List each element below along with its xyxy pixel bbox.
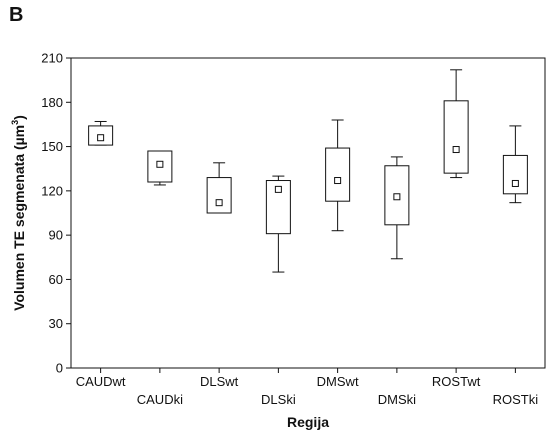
mean-marker (452, 146, 460, 154)
y-axis-label-tail: ) (11, 115, 27, 120)
mean-marker (97, 134, 105, 142)
box-DLSwt (206, 162, 232, 214)
box-body (502, 154, 528, 195)
y-axis-label: Volumen TE segmenata (µm3) (10, 115, 27, 311)
y-tick-label: 150 (41, 139, 63, 154)
plot-frame (70, 57, 546, 369)
mean-marker (215, 199, 223, 207)
x-tick-label: ROSTki (493, 392, 539, 407)
y-tick-label: 90 (49, 228, 63, 243)
axes: 0 30 60 90 120 150 180 210 CAUDwt CAUDki DLSwt DLSk… (41, 51, 546, 407)
box-ROSTki (502, 125, 528, 204)
y-tick-label: 180 (41, 95, 63, 110)
x-tick-label: DLSki (261, 392, 296, 407)
x-tick-label: CAUDwt (76, 374, 126, 389)
mean-marker (156, 160, 164, 168)
box-body (325, 147, 351, 202)
x-tick-label: CAUDki (137, 392, 183, 407)
box-DLSki (265, 175, 291, 273)
boxes (88, 69, 528, 273)
labels: Regija Volumen TE segmenata (µm3) (10, 115, 329, 430)
x-tick-label: DLSwt (200, 374, 239, 389)
mean-marker (511, 179, 519, 187)
x-axis-label: Regija (287, 414, 329, 430)
box-body (443, 100, 469, 174)
mean-marker (334, 177, 342, 185)
box-DMSki (384, 156, 410, 260)
mean-marker (393, 193, 401, 201)
y-axis-label-text: Volumen TE segmenata (µm (11, 125, 27, 311)
box-body (206, 177, 232, 214)
x-tick-label: DMSwt (317, 374, 359, 389)
y-tick-label: 210 (41, 51, 63, 66)
y-tick-label: 30 (49, 316, 63, 331)
box-DMSwt (325, 119, 351, 232)
y-tick-label: 60 (49, 272, 63, 287)
y-axis-label-superscript: 3 (10, 120, 20, 125)
mean-marker (274, 185, 282, 193)
box-ROSTwt (443, 69, 469, 179)
y-tick-label: 0 (56, 361, 63, 376)
box-body (384, 165, 410, 226)
x-tick-label: ROSTwt (432, 374, 481, 389)
box-CAUDki (147, 150, 173, 186)
x-tick-label: DMSki (378, 392, 416, 407)
y-tick-label: 120 (41, 183, 63, 198)
panel-label: B (9, 4, 24, 26)
box-CAUDwt (88, 120, 114, 146)
